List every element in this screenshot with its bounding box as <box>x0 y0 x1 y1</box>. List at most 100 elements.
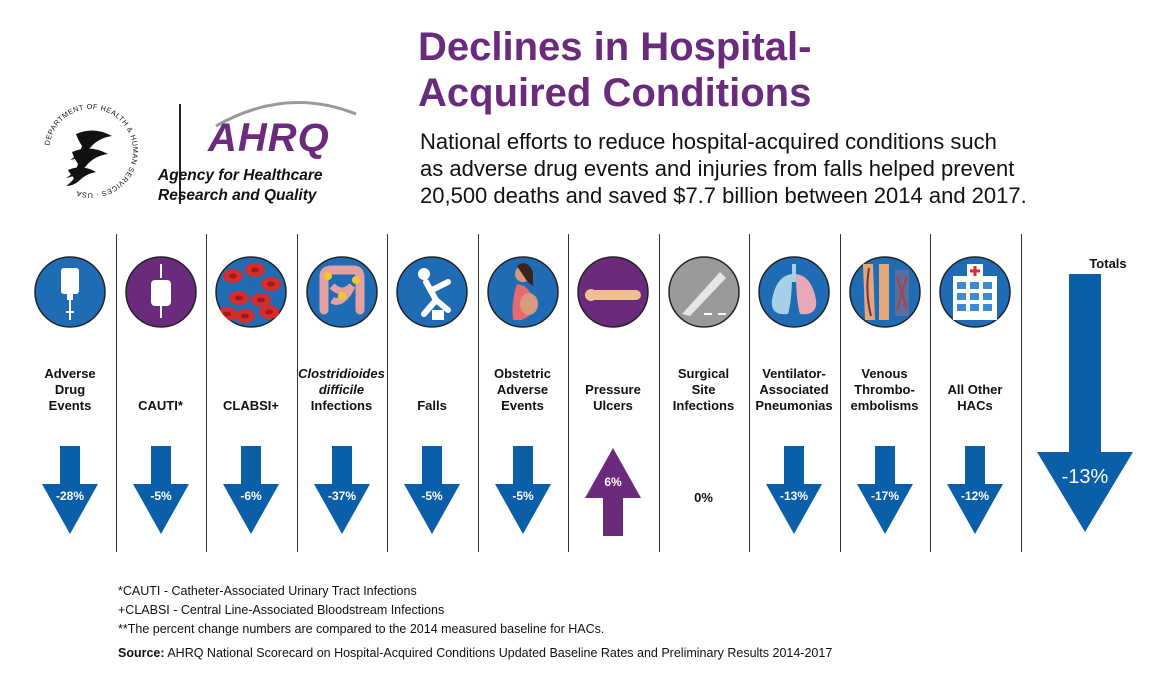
ahrq-wordmark: AHRQ <box>208 116 330 160</box>
hac-column: Venous Thrombo-embolisms -17% <box>840 234 930 552</box>
category-label: Pressure Ulcers <box>568 382 658 414</box>
leg-veins-icon <box>848 256 921 328</box>
category-label: Obstetric Adverse Events <box>478 366 568 414</box>
down-arrow: -6% <box>221 446 281 536</box>
value-label: 6% <box>604 475 622 489</box>
category-label: Surgical Site Infections <box>659 366 749 414</box>
down-arrow: -5% <box>493 446 553 536</box>
category-label-line: Clostridioides <box>298 366 385 381</box>
arrow-shape <box>404 446 460 534</box>
lungs-icon <box>758 256 830 328</box>
totals-label: Totals <box>1089 256 1127 271</box>
arrow-shape <box>856 446 913 534</box>
ahrq-swoosh <box>215 101 357 128</box>
up-arrow: 6% <box>583 446 643 536</box>
blood-cells-icon <box>215 256 287 328</box>
category-label: Venous Thrombo-embolisms <box>840 366 930 414</box>
title-line-1: Declines in Hospital- <box>418 25 812 69</box>
column-divider <box>387 234 388 552</box>
category-label-line: Ulcers <box>593 398 633 413</box>
category-label-line: HACs <box>957 398 993 413</box>
subtitle-line-3: 20,500 deaths and saved $7.7 billion bet… <box>420 183 1027 208</box>
subtitle-line-2: as adverse drug events and injuries from… <box>420 156 1015 181</box>
column-divider <box>477 234 479 552</box>
column-divider <box>839 234 841 552</box>
hac-column: All Other HACs -12% <box>930 234 1020 552</box>
arrow-shape <box>313 446 370 534</box>
category-label-line: Infections <box>672 398 735 413</box>
value-label: -37% <box>327 489 355 503</box>
lying-patient-icon <box>577 256 649 328</box>
hospital-icon <box>939 256 1011 328</box>
category-label-line: CAUTI* <box>138 398 183 413</box>
source-note: Source: AHRQ National Scorecard on Hospi… <box>118 646 832 660</box>
hac-column: Falls -5% <box>387 234 477 552</box>
hac-column: Surgical Site Infections 0% <box>659 234 749 552</box>
category-label-line: Ventilator- <box>762 366 826 381</box>
scalpel-icon <box>667 256 740 328</box>
iv-bag-icon <box>34 256 106 328</box>
arrow-shape <box>494 446 551 534</box>
logo-block: DEPARTMENT OF HEALTH & HUMAN SERVICES · … <box>36 96 366 216</box>
value-label: -5% <box>421 489 443 503</box>
category-label-line: Adverse <box>44 366 96 381</box>
column-divider <box>658 234 660 552</box>
value-label: -28% <box>56 489 84 503</box>
category-label: Ventilator- Associated Pneumonias <box>749 366 839 414</box>
category-label-line: Thrombo- <box>854 382 915 397</box>
footnotes: *CAUTI - Catheter-Associated Urinary Tra… <box>118 582 604 639</box>
column-divider <box>568 234 569 552</box>
category-label-line: Adverse <box>496 382 549 397</box>
value-label: -17% <box>870 489 898 503</box>
footnote-baseline: **The percent change numbers are compare… <box>118 622 605 636</box>
value-label: -13% <box>780 489 808 503</box>
falling-person-icon <box>396 256 468 328</box>
category-label: Clostridioides difficile Infections <box>297 366 387 414</box>
source-text: AHRQ National Scorecard on Hospital-Acqu… <box>164 646 833 660</box>
value-label: -6% <box>240 489 262 503</box>
arrow-shape <box>223 446 279 534</box>
source-label: Source: <box>118 646 165 660</box>
value-label: 0% <box>694 490 713 505</box>
category-label-line: Pneumonias <box>755 398 833 413</box>
arrow-shape <box>132 446 189 534</box>
title-line-2: Acquired Conditions <box>418 71 812 115</box>
down-arrow: -13% <box>764 446 824 536</box>
footnote-clabsi: +CLABSI - Central Line-Associated Bloods… <box>118 603 445 617</box>
column-divider <box>296 234 298 552</box>
category-label-line: Site <box>691 382 716 397</box>
value-label: -5% <box>512 489 534 503</box>
category-label-line: Infections <box>310 398 373 413</box>
category-label-line: Associated <box>759 382 829 397</box>
category-label: Adverse Drug Events <box>25 366 115 414</box>
category-label-line: Falls <box>417 398 447 413</box>
column-divider <box>749 234 750 552</box>
agency-name: Agency for Healthcare Research and Quali… <box>158 166 323 206</box>
totals-value-label: -13% <box>1062 466 1109 488</box>
hac-column: Clostridioides difficile Infections -37% <box>297 234 387 552</box>
hhs-seal-logo: DEPARTMENT OF HEALTH & HUMAN SERVICES · … <box>42 102 139 200</box>
column-divider <box>930 234 931 552</box>
value-label: -12% <box>961 489 989 503</box>
page-title: Declines in Hospital- Acquired Condition… <box>418 24 978 116</box>
hac-column: Ventilator- Associated Pneumonias -13% <box>749 234 839 552</box>
catheter-bag-icon <box>124 256 197 328</box>
category-label-line: embolisms <box>850 398 919 413</box>
category-label-line: difficile <box>318 382 365 397</box>
category-label-line: Events <box>501 398 544 413</box>
down-arrow: -37% <box>312 446 372 536</box>
category-label-line: CLABSI+ <box>223 398 279 413</box>
pregnant-woman-icon <box>486 256 559 328</box>
category-label-line: Drug <box>54 382 86 397</box>
category-label-line: Events <box>48 398 92 413</box>
subtitle: National efforts to reduce hospital-acqu… <box>420 128 1120 209</box>
totals-arrow-shape <box>1037 274 1133 532</box>
category-label-line: Obstetric <box>493 366 552 381</box>
category-label-line: Surgical <box>677 366 730 381</box>
down-arrow: -28% <box>40 446 100 536</box>
category-label-line: Pressure <box>585 382 641 397</box>
intestine-icon <box>305 256 378 328</box>
down-arrow: -5% <box>131 446 191 536</box>
hac-column: Obstetric Adverse Events -5% <box>478 234 568 552</box>
agency-name-line1: Agency for Healthcare <box>158 167 323 184</box>
